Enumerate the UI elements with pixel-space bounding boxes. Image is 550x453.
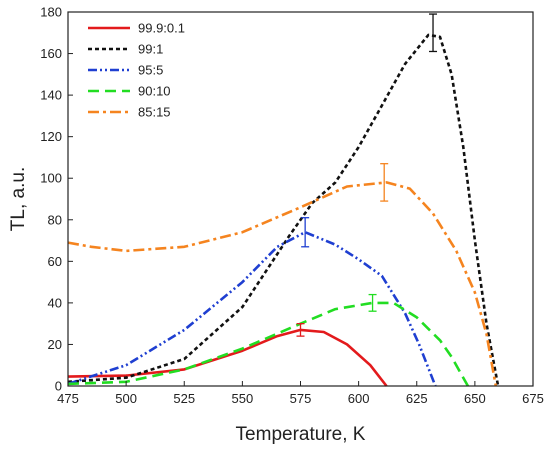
- y-tick-label: 180: [40, 5, 62, 20]
- y-tick-label: 0: [55, 379, 62, 394]
- x-tick-label: 550: [232, 391, 254, 406]
- error-bar-5: [380, 163, 389, 202]
- error-bar-2: [429, 13, 438, 53]
- y-tick-label: 40: [48, 295, 62, 310]
- series-line-2: [67, 33, 500, 387]
- y-tick-label: 60: [48, 254, 62, 269]
- error-bar-1: [296, 323, 305, 337]
- legend-label-1: 99.9:0.1: [138, 21, 185, 36]
- legend-label-3: 95:5: [138, 63, 163, 78]
- series-line-3: [67, 230, 437, 387]
- y-tick-label: 100: [40, 171, 62, 186]
- legend-label-4: 90:10: [138, 84, 171, 99]
- series-line-4: [67, 301, 470, 387]
- x-tick-label: 525: [173, 391, 195, 406]
- error-bar-3: [301, 217, 310, 248]
- y-tick-label: 140: [40, 88, 62, 103]
- x-tick-label: 650: [464, 391, 486, 406]
- series-layer: [67, 33, 500, 387]
- ticks: 475 500 525 550 575 600 625 650 675 0 20 40 60 80 100 1…: [40, 5, 544, 407]
- y-tick-label: 160: [40, 46, 62, 61]
- y-tick-label: 20: [48, 337, 62, 352]
- legend: 99.9:0.1 99:1 95:5 90:10 85:15: [88, 21, 185, 120]
- error-bar-4: [368, 293, 377, 312]
- legend-label-5: 85:15: [138, 105, 171, 120]
- y-axis-label: TL, a.u.: [8, 167, 29, 231]
- error-bars: [296, 13, 438, 337]
- x-tick-label: 675: [522, 391, 544, 406]
- y-tick-label: 120: [40, 129, 62, 144]
- x-tick-label: 625: [406, 391, 428, 406]
- series-line-5: [67, 181, 498, 387]
- x-tick-label: 475: [57, 391, 79, 406]
- x-tick-label: 575: [290, 391, 312, 406]
- legend-label-2: 99:1: [138, 42, 163, 57]
- series-line-1: [67, 328, 388, 387]
- x-tick-label: 500: [115, 391, 137, 406]
- x-axis-label: Temperature, K: [236, 424, 366, 445]
- y-tick-label: 80: [48, 212, 62, 227]
- x-tick-label: 600: [348, 391, 370, 406]
